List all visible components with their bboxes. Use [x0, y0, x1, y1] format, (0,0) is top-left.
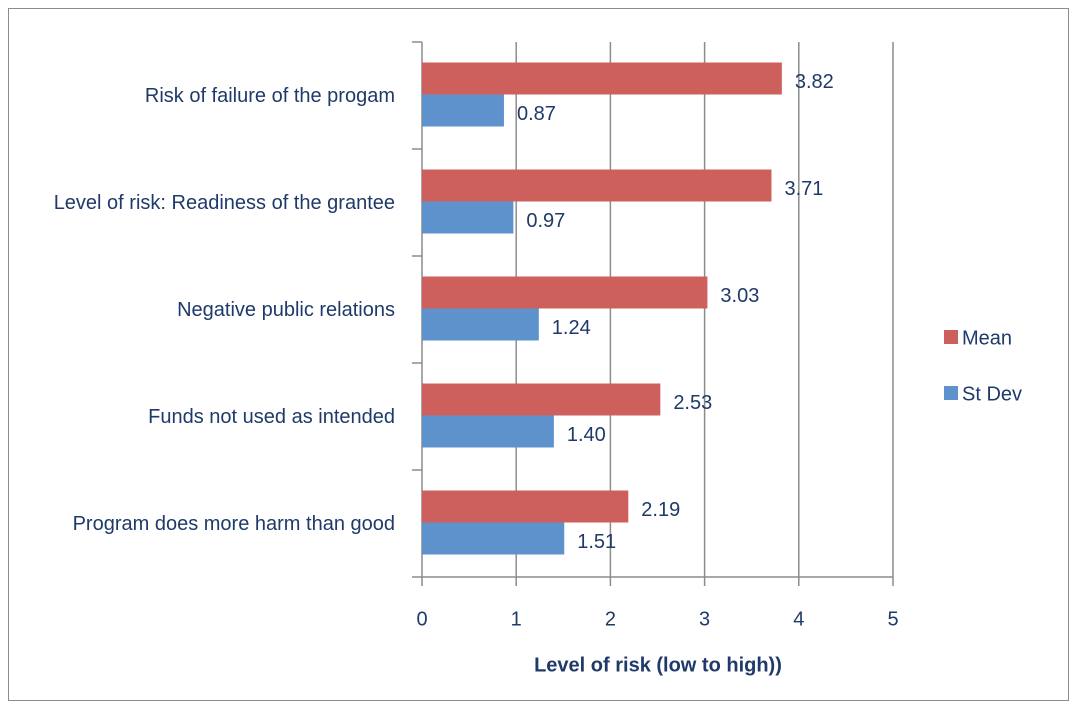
data-label: 3.03 — [720, 285, 759, 307]
legend-swatch — [944, 330, 958, 344]
x-tick-label: 3 — [699, 608, 710, 630]
data-label: 1.40 — [567, 424, 606, 446]
category-label-box: Negative public relations — [15, 296, 395, 324]
data-label: 0.97 — [526, 210, 565, 232]
data-label: 3.71 — [784, 178, 823, 200]
data-label: 1.24 — [552, 317, 591, 339]
bar — [422, 169, 772, 202]
data-label: 1.51 — [577, 531, 616, 553]
chart-border — [8, 8, 1069, 701]
y-tick-label: Level of risk: Readiness of the grantee — [53, 191, 395, 214]
category-label-box: Program does more harm than good — [15, 510, 395, 538]
x-tick-label: 5 — [887, 608, 898, 630]
y-tick-label: Negative public relations — [177, 298, 395, 321]
bar — [422, 415, 554, 448]
y-tick-label: Risk of failure of the progam — [144, 84, 395, 107]
x-tick-label: 2 — [605, 608, 616, 630]
data-label: 2.53 — [673, 392, 712, 414]
bar — [422, 276, 708, 309]
data-label: 2.19 — [641, 499, 680, 521]
data-label: 0.87 — [517, 103, 556, 125]
x-tick-label: 0 — [416, 608, 427, 630]
category-label-box: Level of risk: Readiness of the grantee — [15, 189, 395, 217]
y-tick-label: Funds not used as intended — [148, 405, 395, 428]
legend-swatch — [944, 386, 958, 400]
category-label-box: Funds not used as intended — [15, 403, 395, 431]
bar — [422, 522, 565, 555]
legend-label: St Dev — [962, 383, 1022, 405]
x-tick-label: 4 — [793, 608, 804, 630]
legend-label: Mean — [962, 327, 1012, 349]
x-axis-title: Level of risk (low to high)) — [534, 654, 782, 676]
data-label: 3.82 — [795, 71, 834, 93]
bar — [422, 94, 504, 127]
bar — [422, 308, 539, 341]
category-label-box: Risk of failure of the progam — [15, 82, 395, 110]
bar — [422, 201, 514, 234]
y-tick-label: Program does more harm than good — [72, 512, 395, 535]
x-tick-label: 1 — [511, 608, 522, 630]
bar — [422, 62, 782, 95]
bar — [422, 490, 629, 523]
bar — [422, 383, 661, 416]
